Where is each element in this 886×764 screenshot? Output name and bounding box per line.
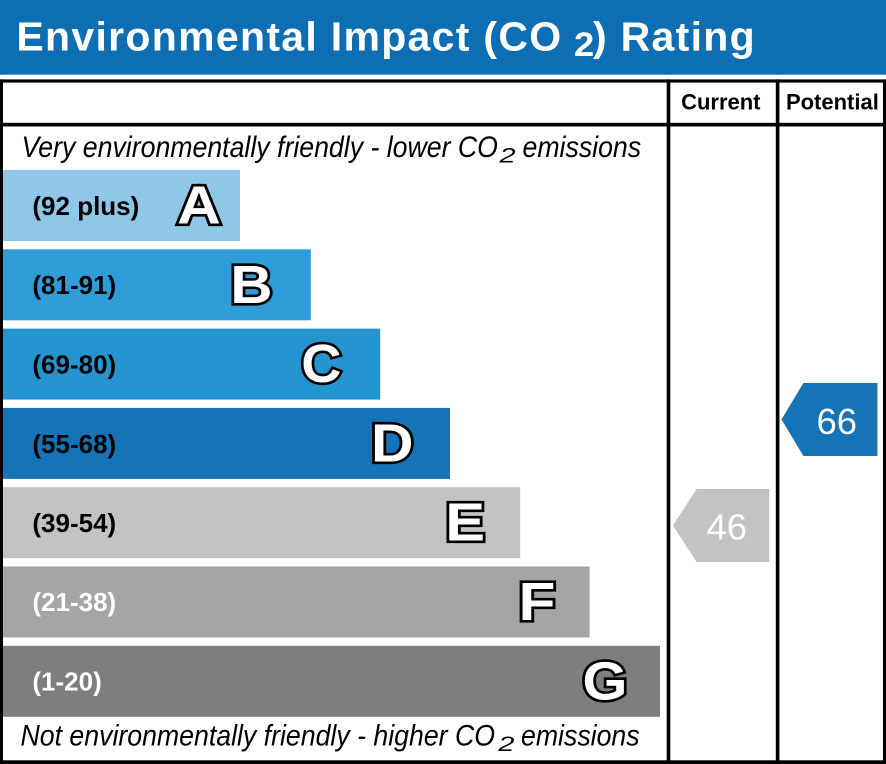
svg-text:66: 66 (816, 401, 857, 442)
svg-text:2: 2 (497, 732, 514, 756)
svg-text:(1-20): (1-20) (32, 667, 101, 697)
svg-text:(69-80): (69-80) (32, 350, 116, 380)
svg-text:C: C (301, 333, 341, 394)
svg-text:(21-38): (21-38) (32, 587, 116, 617)
svg-text:Very environmentally friendly: Very environmentally friendly - lower CO (22, 130, 498, 164)
svg-text:G: G (583, 650, 628, 711)
svg-text:2: 2 (498, 144, 515, 168)
svg-text:(55-68): (55-68) (32, 429, 116, 459)
svg-text:Current: Current (681, 89, 761, 114)
svg-text:(92 plus): (92 plus) (32, 191, 139, 221)
svg-text:B: B (230, 254, 272, 315)
svg-text:) Rating: ) Rating (593, 13, 756, 59)
svg-text:Potential: Potential (786, 89, 879, 114)
svg-text:E: E (445, 493, 485, 553)
svg-text:A: A (177, 175, 221, 235)
svg-text:Environmental Impact (CO: Environmental Impact (CO (16, 13, 562, 59)
svg-text:Not environmentally friendly -: Not environmentally friendly - higher CO (21, 719, 495, 753)
svg-text:emissions: emissions (521, 719, 640, 753)
svg-text:emissions: emissions (523, 130, 642, 164)
svg-text:2: 2 (574, 26, 594, 64)
svg-text:F: F (519, 572, 556, 632)
svg-text:46: 46 (706, 507, 747, 548)
svg-text:(39-54): (39-54) (32, 508, 116, 538)
svg-text:(81-91): (81-91) (32, 270, 116, 300)
svg-text:D: D (371, 413, 413, 473)
